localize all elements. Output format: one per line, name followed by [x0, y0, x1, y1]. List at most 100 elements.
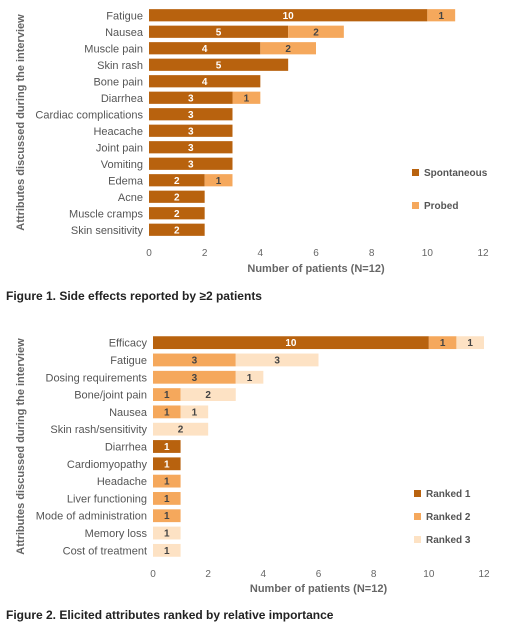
bar-ranked-2 [153, 370, 236, 384]
bar-ranked-3 [235, 353, 319, 367]
category-label: Bone pain [93, 76, 143, 88]
chart-ranked-attributes: Attributes discussed during the intervie… [15, 336, 490, 595]
bar-probed [204, 174, 233, 187]
bar-spontaneous [149, 108, 233, 121]
category-label: Skin sensitivity [71, 225, 144, 237]
figure-2: Attributes discussed during the intervie… [0, 318, 520, 625]
category-label: Fatigue [106, 10, 143, 22]
data-label: 3 [188, 93, 194, 104]
figure-1: Attributes discussed during the intervie… [0, 0, 520, 303]
bar-ranked-1 [153, 336, 429, 350]
data-label: 5 [216, 60, 222, 71]
bar-ranked-3 [235, 370, 264, 384]
x-tick-label: 12 [478, 569, 490, 580]
figure-1-caption: Figure 1. Side effects reported by ≥2 pa… [6, 289, 262, 303]
x-tick-label: 6 [313, 248, 319, 259]
bar-ranked-3 [153, 526, 181, 540]
category-label: Bone/joint pain [74, 390, 147, 402]
bar-spontaneous [149, 91, 233, 104]
bar-ranked-3 [180, 405, 209, 419]
category-label: Cost of treatment [63, 545, 147, 557]
bar-spontaneous [149, 174, 205, 187]
category-label: Cardiomyopathy [67, 459, 148, 471]
data-label: 1 [467, 338, 473, 349]
figure-2-caption: Figure 2. Elicited attributes ranked by … [6, 608, 334, 622]
category-label: Efficacy [109, 338, 148, 350]
bar-ranked-3 [180, 388, 236, 401]
data-label: 1 [164, 442, 170, 453]
category-label: Skin rash [97, 60, 143, 72]
category-label: Muscle pain [84, 43, 143, 55]
bar-probed [232, 91, 261, 104]
category-label: Mode of administration [36, 511, 147, 523]
category-label: Diarrhea [101, 93, 144, 105]
x-tick-label: 10 [423, 569, 435, 580]
data-label: 3 [192, 373, 198, 384]
x-axis-title: Number of patients (N=12) [247, 263, 385, 275]
bar-spontaneous [149, 190, 205, 203]
bar-ranked-3 [153, 543, 181, 557]
bar-spontaneous [149, 9, 428, 22]
legend-swatch [412, 202, 419, 209]
data-label: 2 [174, 209, 180, 220]
bar-ranked-2 [153, 509, 181, 523]
category-label: Nausea [105, 27, 144, 39]
legend-label: Spontaneous [424, 168, 488, 179]
bar-spontaneous [149, 157, 233, 170]
data-label: 2 [174, 176, 180, 187]
bar-spontaneous [149, 58, 289, 71]
bar-spontaneous [149, 124, 233, 137]
data-label: 1 [164, 407, 170, 418]
category-label: Vomiting [101, 159, 143, 171]
category-label: Nausea [109, 407, 148, 419]
category-label: Muscle cramps [69, 208, 143, 220]
legend-label: Probed [424, 201, 458, 212]
bar-ranked-2 [153, 474, 181, 488]
data-label: 3 [188, 143, 194, 154]
bar-probed [260, 42, 316, 55]
y-axis-title: Attributes discussed during the intervie… [15, 14, 27, 231]
data-label: 10 [285, 338, 297, 349]
bar-probed [288, 25, 344, 38]
data-label: 10 [283, 11, 295, 22]
category-label: Fatigue [110, 355, 147, 367]
data-label: 4 [202, 77, 208, 88]
bar-spontaneous [149, 25, 289, 38]
data-label: 1 [164, 459, 170, 470]
data-label: 3 [188, 159, 194, 170]
x-tick-label: 8 [369, 248, 375, 259]
data-label: 1 [164, 390, 170, 401]
data-label: 2 [174, 225, 180, 236]
data-label: 1 [164, 477, 170, 488]
x-tick-label: 12 [477, 248, 489, 259]
data-label: 1 [192, 407, 198, 418]
category-label: Dosing requirements [46, 372, 148, 384]
bar-ranked-3 [456, 336, 484, 350]
x-tick-label: 8 [371, 569, 377, 580]
category-label: Edema [108, 175, 144, 187]
x-tick-label: 2 [205, 569, 211, 580]
bar-spontaneous [149, 141, 233, 154]
legend-swatch [414, 536, 421, 543]
x-tick-label: 4 [261, 569, 267, 580]
bar-ranked-2 [153, 492, 181, 505]
data-label: 1 [164, 494, 170, 505]
category-label: Acne [118, 192, 143, 204]
data-label: 2 [285, 44, 291, 55]
category-label: Skin rash/sensitivity [50, 424, 147, 436]
bar-ranked-2 [153, 353, 236, 367]
bar-spontaneous [149, 207, 205, 220]
data-label: 2 [313, 27, 319, 38]
bar-ranked-3 [153, 422, 209, 436]
bar-ranked-2 [153, 388, 181, 401]
bar-ranked-2 [153, 405, 181, 419]
y-axis-title: Attributes discussed during the intervie… [15, 338, 27, 555]
data-label: 1 [440, 338, 446, 349]
data-label: 3 [192, 355, 198, 366]
bar-ranked-1 [153, 457, 181, 471]
data-label: 5 [216, 27, 222, 38]
bar-probed [427, 9, 456, 22]
legend-label: Ranked 2 [426, 512, 471, 523]
data-label: 2 [174, 192, 180, 203]
bar-ranked-2 [428, 336, 457, 350]
